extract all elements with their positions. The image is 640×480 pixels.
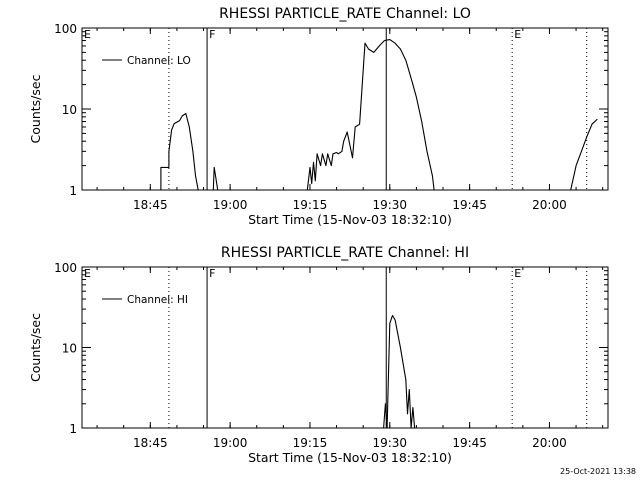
series-line: [381, 314, 417, 429]
x-tick-label: 19:45: [452, 436, 487, 450]
x-tick-label: 19:30: [372, 198, 407, 212]
y-tick-label: 10: [62, 342, 77, 356]
timestamp-stamp: 25-Oct-2021 13:38: [560, 467, 636, 476]
x-tick-label: 19:15: [293, 198, 328, 212]
event-marker-label: F: [209, 267, 215, 280]
x-tick-label: 20:00: [532, 198, 567, 212]
event-marker-label: E: [514, 28, 521, 41]
y-tick-label: 100: [54, 261, 77, 275]
x-tick-label: 19:15: [293, 436, 328, 450]
x-tick-label: 19:00: [213, 198, 248, 212]
plot-frame: [81, 266, 609, 429]
x-tick-label: 19:30: [372, 436, 407, 450]
y-axis-label: Counts/sec: [28, 74, 43, 143]
panel-hi: RHESSI PARTICLE_RATE Channel: HI 18:45 19:…: [28, 245, 609, 465]
y-tick-label: 10: [62, 103, 77, 117]
chart-title: RHESSI PARTICLE_RATE Channel: HI: [221, 245, 469, 261]
y-tick-label: 1: [69, 184, 77, 198]
event-marker-label: E: [514, 267, 521, 280]
x-axis-label: Start Time (15-Nov-03 18:32:10): [248, 450, 452, 465]
x-tick-label: 20:00: [532, 436, 567, 450]
legend-label: Channel: LO: [127, 55, 191, 67]
y-tick-label: 1: [69, 422, 77, 436]
x-axis-label: Start Time (15-Nov-03 18:32:10): [248, 212, 452, 227]
y-tick-label: 100: [54, 22, 77, 36]
plot-frame: [81, 27, 609, 191]
event-marker-label: E: [84, 267, 91, 280]
chart-title: RHESSI PARTICLE_RATE Channel: LO: [219, 6, 471, 22]
x-tick-label: 18:45: [133, 198, 168, 212]
series-line: [160, 39, 598, 191]
legend-label: Channel: HI: [127, 294, 188, 306]
panel-lo: RHESSI PARTICLE_RATE Channel: LO 18:45 19:…: [28, 6, 609, 227]
event-marker-label: F: [209, 28, 215, 41]
event-marker-label: E: [84, 28, 91, 41]
x-tick-label: 19:45: [452, 198, 487, 212]
x-tick-label: 19:00: [213, 436, 248, 450]
x-tick-label: 18:45: [133, 436, 168, 450]
y-axis-label: Counts/sec: [28, 313, 43, 382]
